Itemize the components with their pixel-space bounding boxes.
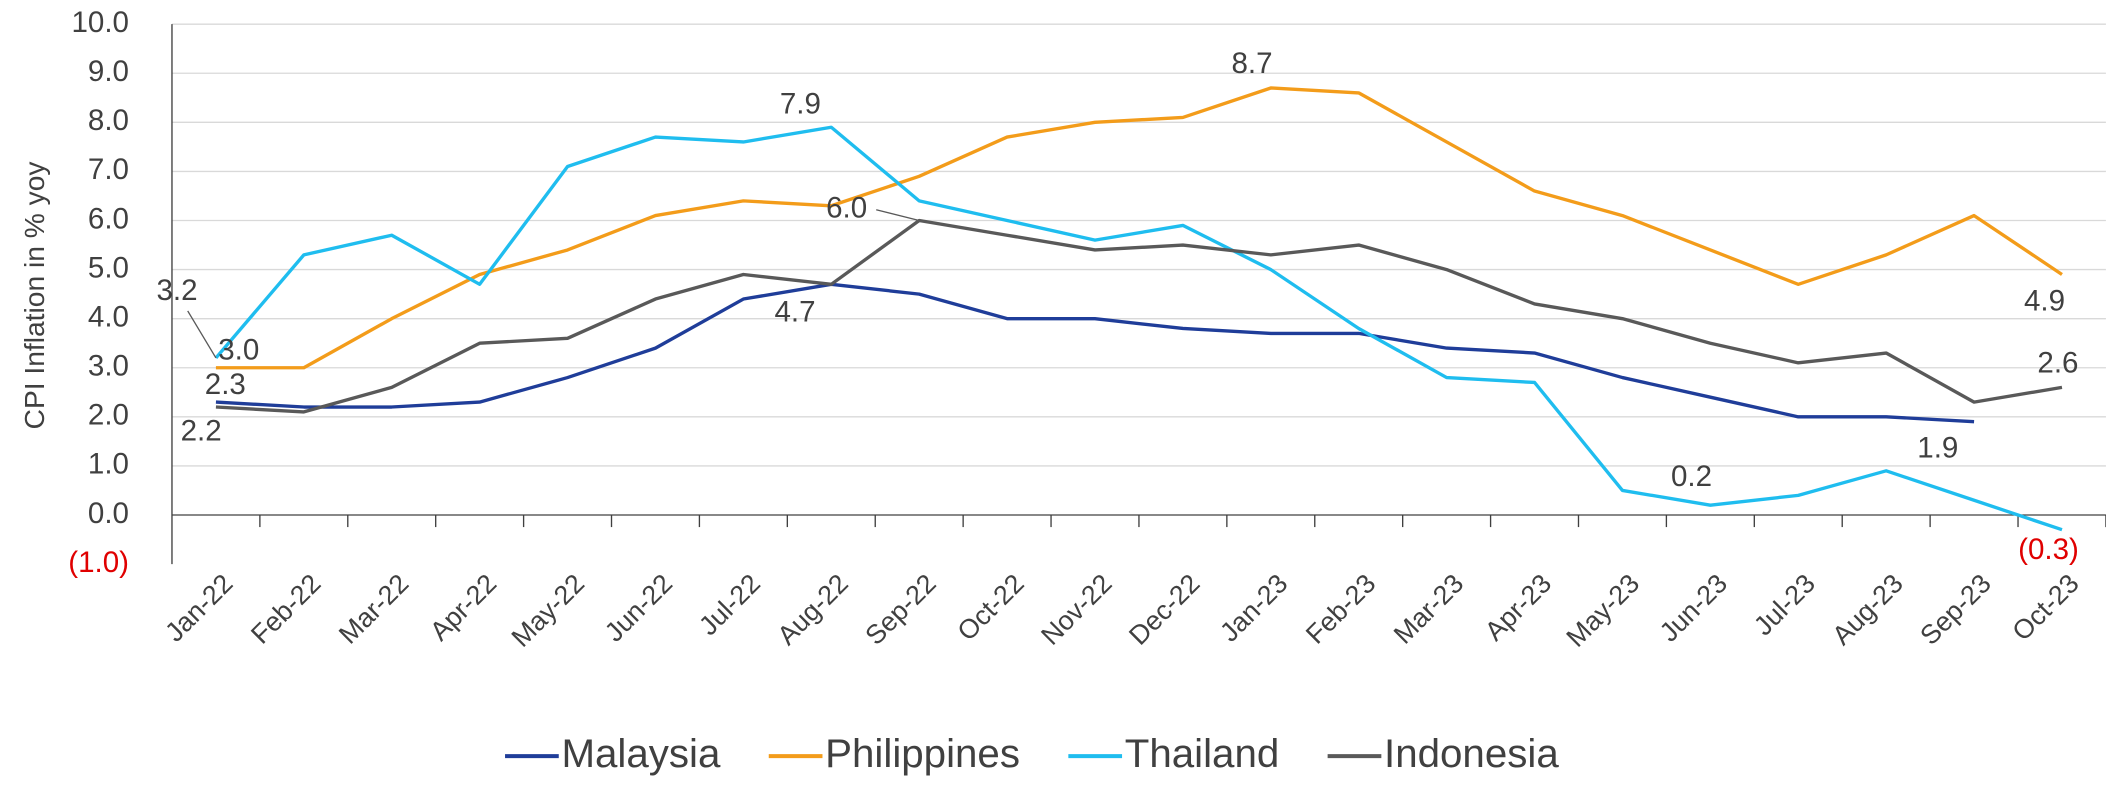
data-label: 4.7 — [774, 296, 815, 329]
legend-label: Thailand — [1125, 731, 1280, 776]
y-tick-label: 0.0 — [88, 497, 129, 530]
x-tick-label: Jan-23 — [1214, 568, 1293, 647]
y-tick-label: 10.0 — [72, 6, 129, 39]
x-tick-label: Jul-22 — [693, 568, 766, 641]
x-tick-label: Mar-22 — [333, 568, 414, 649]
y-tick-label: 7.0 — [88, 153, 129, 186]
data-label: 3.2 — [156, 274, 197, 307]
y-tick-label: 5.0 — [88, 251, 129, 284]
data-label: 3.0 — [218, 333, 259, 366]
x-tick-label: Apr-23 — [1479, 568, 1557, 646]
x-tick-label: Jul-23 — [1748, 568, 1821, 641]
legend-label: Indonesia — [1384, 731, 1559, 776]
y-tick-label: 3.0 — [88, 350, 129, 383]
y-tick-label: (1.0) — [68, 546, 129, 579]
x-tick-label: Feb-23 — [1300, 568, 1381, 649]
x-tick-label: Dec-22 — [1123, 568, 1205, 650]
x-tick-label: Jun-23 — [1654, 568, 1733, 647]
x-tick-label: Sep-22 — [859, 568, 941, 650]
x-tick-label: Aug-23 — [1826, 568, 1908, 650]
data-label: 8.7 — [1231, 47, 1272, 80]
series-line — [215, 86, 2063, 370]
data-label: 0.2 — [1671, 460, 1712, 493]
legend-label: Malaysia — [561, 731, 721, 776]
y-tick-label: 1.0 — [88, 448, 129, 481]
x-tick-label: Aug-22 — [772, 568, 854, 650]
x-tick-label: May-22 — [506, 568, 591, 653]
x-tick-label: May-23 — [1561, 568, 1646, 653]
data-label: (0.3) — [2018, 533, 2079, 566]
series-line — [215, 282, 1975, 424]
series-line — [214, 125, 2063, 532]
legend-label: Philippines — [825, 731, 1020, 776]
x-tick-label: Jun-22 — [599, 568, 678, 647]
y-tick-label: 6.0 — [88, 202, 129, 235]
data-label: 4.9 — [2024, 284, 2065, 317]
y-tick-label: 4.0 — [88, 300, 129, 333]
leader-line — [876, 209, 920, 222]
y-tick-label: 9.0 — [88, 55, 129, 88]
y-tick-label: 8.0 — [88, 104, 129, 137]
y-tick-label: 2.0 — [88, 399, 129, 432]
x-tick-label: Oct-22 — [952, 568, 1030, 646]
data-label: 1.9 — [1917, 432, 1958, 465]
x-tick-label: Oct-23 — [2006, 568, 2084, 646]
data-label: 7.9 — [780, 88, 821, 121]
data-label: 2.3 — [205, 368, 246, 401]
y-axis-label: CPI Inflation in % yoy — [18, 161, 50, 430]
x-tick-label: Nov-22 — [1035, 568, 1117, 650]
data-label: 6.0 — [826, 192, 867, 225]
data-label: 2.2 — [181, 414, 222, 447]
data-label: 2.6 — [2037, 346, 2078, 379]
x-tick-label: Feb-22 — [245, 568, 326, 649]
x-tick-label: Jan-22 — [159, 568, 238, 647]
x-tick-label: Apr-22 — [424, 568, 502, 646]
x-tick-label: Mar-23 — [1388, 568, 1469, 649]
x-tick-label: Sep-23 — [1914, 568, 1996, 650]
leader-line — [187, 310, 217, 359]
series-line — [215, 218, 2063, 414]
